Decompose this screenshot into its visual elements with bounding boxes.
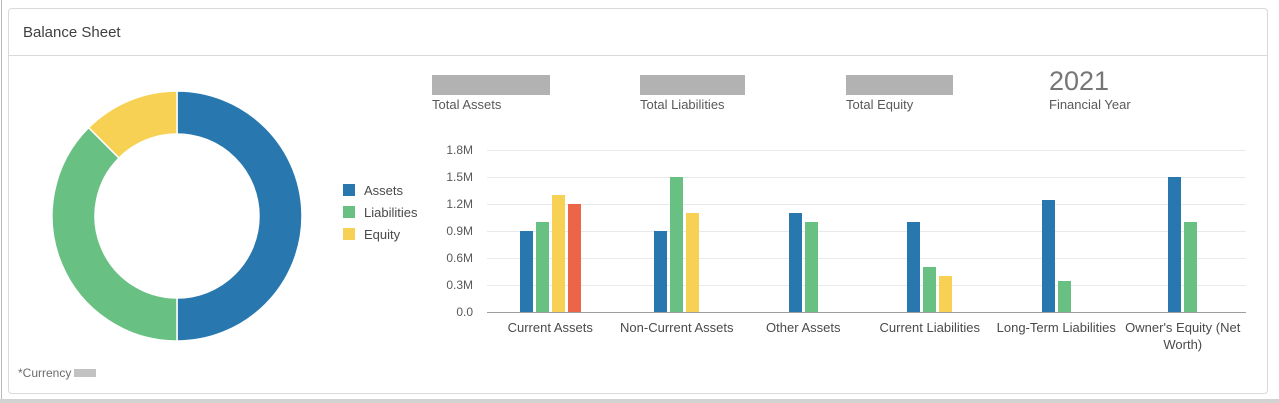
bar-group: [487, 150, 614, 312]
category-label: Non-Current Assets: [620, 320, 734, 335]
legend-label: Liabilities: [364, 204, 418, 220]
currency-redacted-value: [74, 369, 97, 377]
bar-non-current-assets-equity[interactable]: [686, 213, 700, 312]
total-liabilities-redacted-value: [640, 75, 745, 95]
donut-segment-liabilities[interactable]: [51, 126, 178, 342]
y-tick-label: 0.6M: [446, 251, 473, 265]
page-title: Balance Sheet: [23, 23, 121, 41]
x-axis-line: [487, 312, 1246, 313]
gridline: [487, 285, 1246, 286]
bar-non-current-assets-assets[interactable]: [654, 231, 668, 312]
legend-swatch-icon: [343, 206, 355, 218]
legend-item-liabilities[interactable]: Liabilities: [343, 201, 417, 223]
financial-year-label: Financial Year: [1049, 97, 1131, 112]
total-assets-label: Total Assets: [432, 97, 502, 112]
currency-footnote: *Currency: [18, 366, 97, 380]
bar-other-assets-liabilities[interactable]: [804, 222, 818, 312]
chart-legend: Assets Liabilities Equity: [343, 179, 417, 245]
gridline: [487, 204, 1246, 205]
total-equity-label: Total Equity: [846, 97, 914, 112]
bottom-divider-bar: [0, 399, 1279, 403]
x-axis-category-labels: Current Assets Non-Current Assets Other As…: [487, 320, 1246, 354]
donut-segment-equity[interactable]: [87, 90, 178, 160]
category-label: Long-Term Liabilities: [996, 320, 1116, 335]
category-label: Current Assets: [507, 320, 593, 335]
bar-owner-s-equity-net-worth--liabilities[interactable]: [1184, 222, 1198, 312]
bar-group: [1120, 150, 1247, 312]
card-body: Assets Liabilities Equity Total Assets Tot…: [9, 56, 1267, 393]
category-label: Other Assets: [766, 320, 841, 335]
legend-label: Equity: [364, 226, 401, 242]
y-tick-label: 0.9M: [446, 224, 473, 238]
bar-non-current-assets-liabilities[interactable]: [670, 177, 684, 312]
financial-year-value: 2021: [1049, 66, 1110, 96]
legend-item-equity[interactable]: Equity: [343, 223, 417, 245]
y-tick-label: 0.0: [456, 305, 473, 319]
bar-current-assets-equity[interactable]: [551, 195, 565, 312]
bar-current-assets-assets[interactable]: [519, 231, 533, 312]
gridline: [487, 150, 1246, 151]
currency-footnote-text: *Currency: [18, 366, 72, 380]
bar-current-assets-unlabeled[interactable]: [567, 204, 581, 312]
category-label: Owner's Equity (Net Worth): [1125, 320, 1241, 352]
donut-segment-assets[interactable]: [176, 90, 303, 342]
bar-current-liabilities-liabilities[interactable]: [923, 267, 937, 312]
bar-owner-s-equity-net-worth--assets[interactable]: [1168, 177, 1182, 312]
bar-group: [867, 150, 994, 312]
gridline: [487, 231, 1246, 232]
total-equity-redacted-value: [846, 75, 953, 95]
card-header: Balance Sheet: [9, 9, 1267, 56]
donut-chart[interactable]: [51, 90, 303, 342]
total-liabilities-label: Total Liabilities: [640, 97, 725, 112]
category-label: Current Liabilities: [879, 320, 980, 335]
bar-other-assets-assets[interactable]: [788, 213, 802, 312]
y-tick-label: 1.2M: [446, 197, 473, 211]
bars-plot-area: [487, 150, 1246, 312]
bar-current-assets-liabilities[interactable]: [535, 222, 549, 312]
total-assets-redacted-value: [432, 75, 550, 95]
bar-group: [740, 150, 867, 312]
y-tick-label: 1.8M: [446, 143, 473, 157]
viewport-left-divider: [1, 0, 2, 403]
legend-label: Assets: [364, 182, 404, 198]
y-tick-label: 1.5M: [446, 170, 473, 184]
legend-item-assets[interactable]: Assets: [343, 179, 417, 201]
bar-current-liabilities-assets[interactable]: [907, 222, 921, 312]
y-tick-label: 0.3M: [446, 278, 473, 292]
bar-group: [993, 150, 1120, 312]
gridline: [487, 258, 1246, 259]
bar-long-term-liabilities-assets[interactable]: [1041, 199, 1055, 312]
balance-sheet-card: Balance Sheet Assets Liabilities Equity To…: [8, 8, 1268, 394]
legend-swatch-icon: [343, 228, 355, 240]
bar-long-term-liabilities-liabilities[interactable]: [1057, 280, 1071, 312]
bar-current-liabilities-equity[interactable]: [939, 276, 953, 312]
gridline: [487, 177, 1246, 178]
legend-swatch-icon: [343, 184, 355, 196]
donut-svg: [51, 90, 303, 342]
bar-group: [614, 150, 741, 312]
